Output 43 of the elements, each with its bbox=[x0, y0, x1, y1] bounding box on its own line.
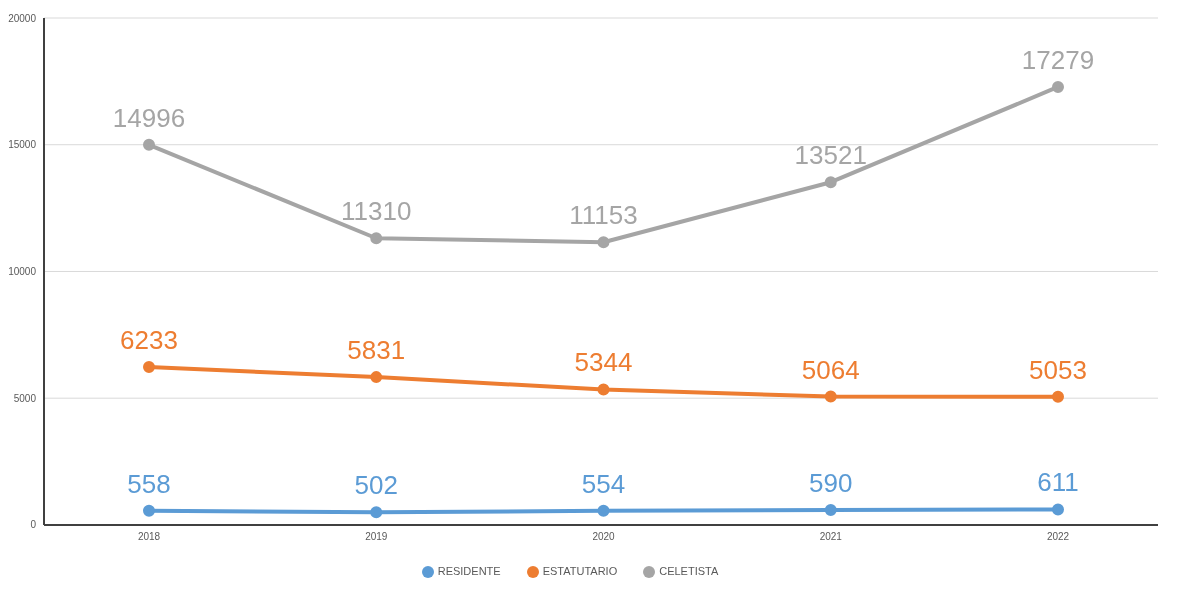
x-tick-label: 2020 bbox=[592, 531, 616, 543]
point bbox=[370, 371, 383, 384]
data-label: 6233 bbox=[120, 324, 178, 355]
point bbox=[143, 360, 155, 373]
data-label: 11153 bbox=[569, 200, 638, 231]
data-label: 11310 bbox=[341, 196, 412, 227]
data-label: 5831 bbox=[347, 335, 406, 366]
x-tick-label: 2018 bbox=[137, 531, 161, 543]
data-label: 611 bbox=[1037, 467, 1079, 498]
data-label: 5344 bbox=[574, 347, 633, 378]
point bbox=[824, 503, 837, 516]
data-label: 590 bbox=[809, 467, 853, 498]
point bbox=[143, 138, 155, 151]
point bbox=[597, 504, 610, 517]
data-label: 17279 bbox=[1021, 44, 1095, 75]
point bbox=[1052, 390, 1064, 403]
data-label: 554 bbox=[581, 468, 626, 499]
legend-label: ESTATUTARIO bbox=[542, 564, 618, 577]
point bbox=[1052, 503, 1064, 516]
y-tick-label: 20000 bbox=[8, 12, 37, 24]
point bbox=[1052, 80, 1064, 93]
point bbox=[597, 383, 610, 396]
point bbox=[824, 390, 837, 403]
x-tick-label: 2019 bbox=[365, 531, 388, 543]
point bbox=[370, 506, 383, 519]
point bbox=[143, 504, 155, 517]
data-label: 5053 bbox=[1029, 354, 1087, 385]
point bbox=[597, 236, 610, 249]
data-label: 558 bbox=[127, 468, 171, 499]
legend-label: CELETISTA bbox=[659, 564, 719, 577]
legend-label: RESIDENTE bbox=[437, 564, 501, 577]
data-label: 13521 bbox=[794, 140, 867, 171]
x-tick-label: 2022 bbox=[1046, 531, 1070, 543]
y-tick-label: 5000 bbox=[13, 392, 37, 404]
point bbox=[824, 176, 837, 189]
point bbox=[370, 232, 383, 245]
data-label: 502 bbox=[354, 470, 398, 501]
y-tick-label: 0 bbox=[30, 519, 37, 531]
data-label: 14996 bbox=[112, 102, 186, 133]
y-tick-label: 15000 bbox=[8, 139, 37, 151]
y-tick-label: 10000 bbox=[8, 266, 37, 277]
data-label: 5064 bbox=[801, 354, 860, 385]
x-tick-label: 2021 bbox=[819, 531, 843, 543]
